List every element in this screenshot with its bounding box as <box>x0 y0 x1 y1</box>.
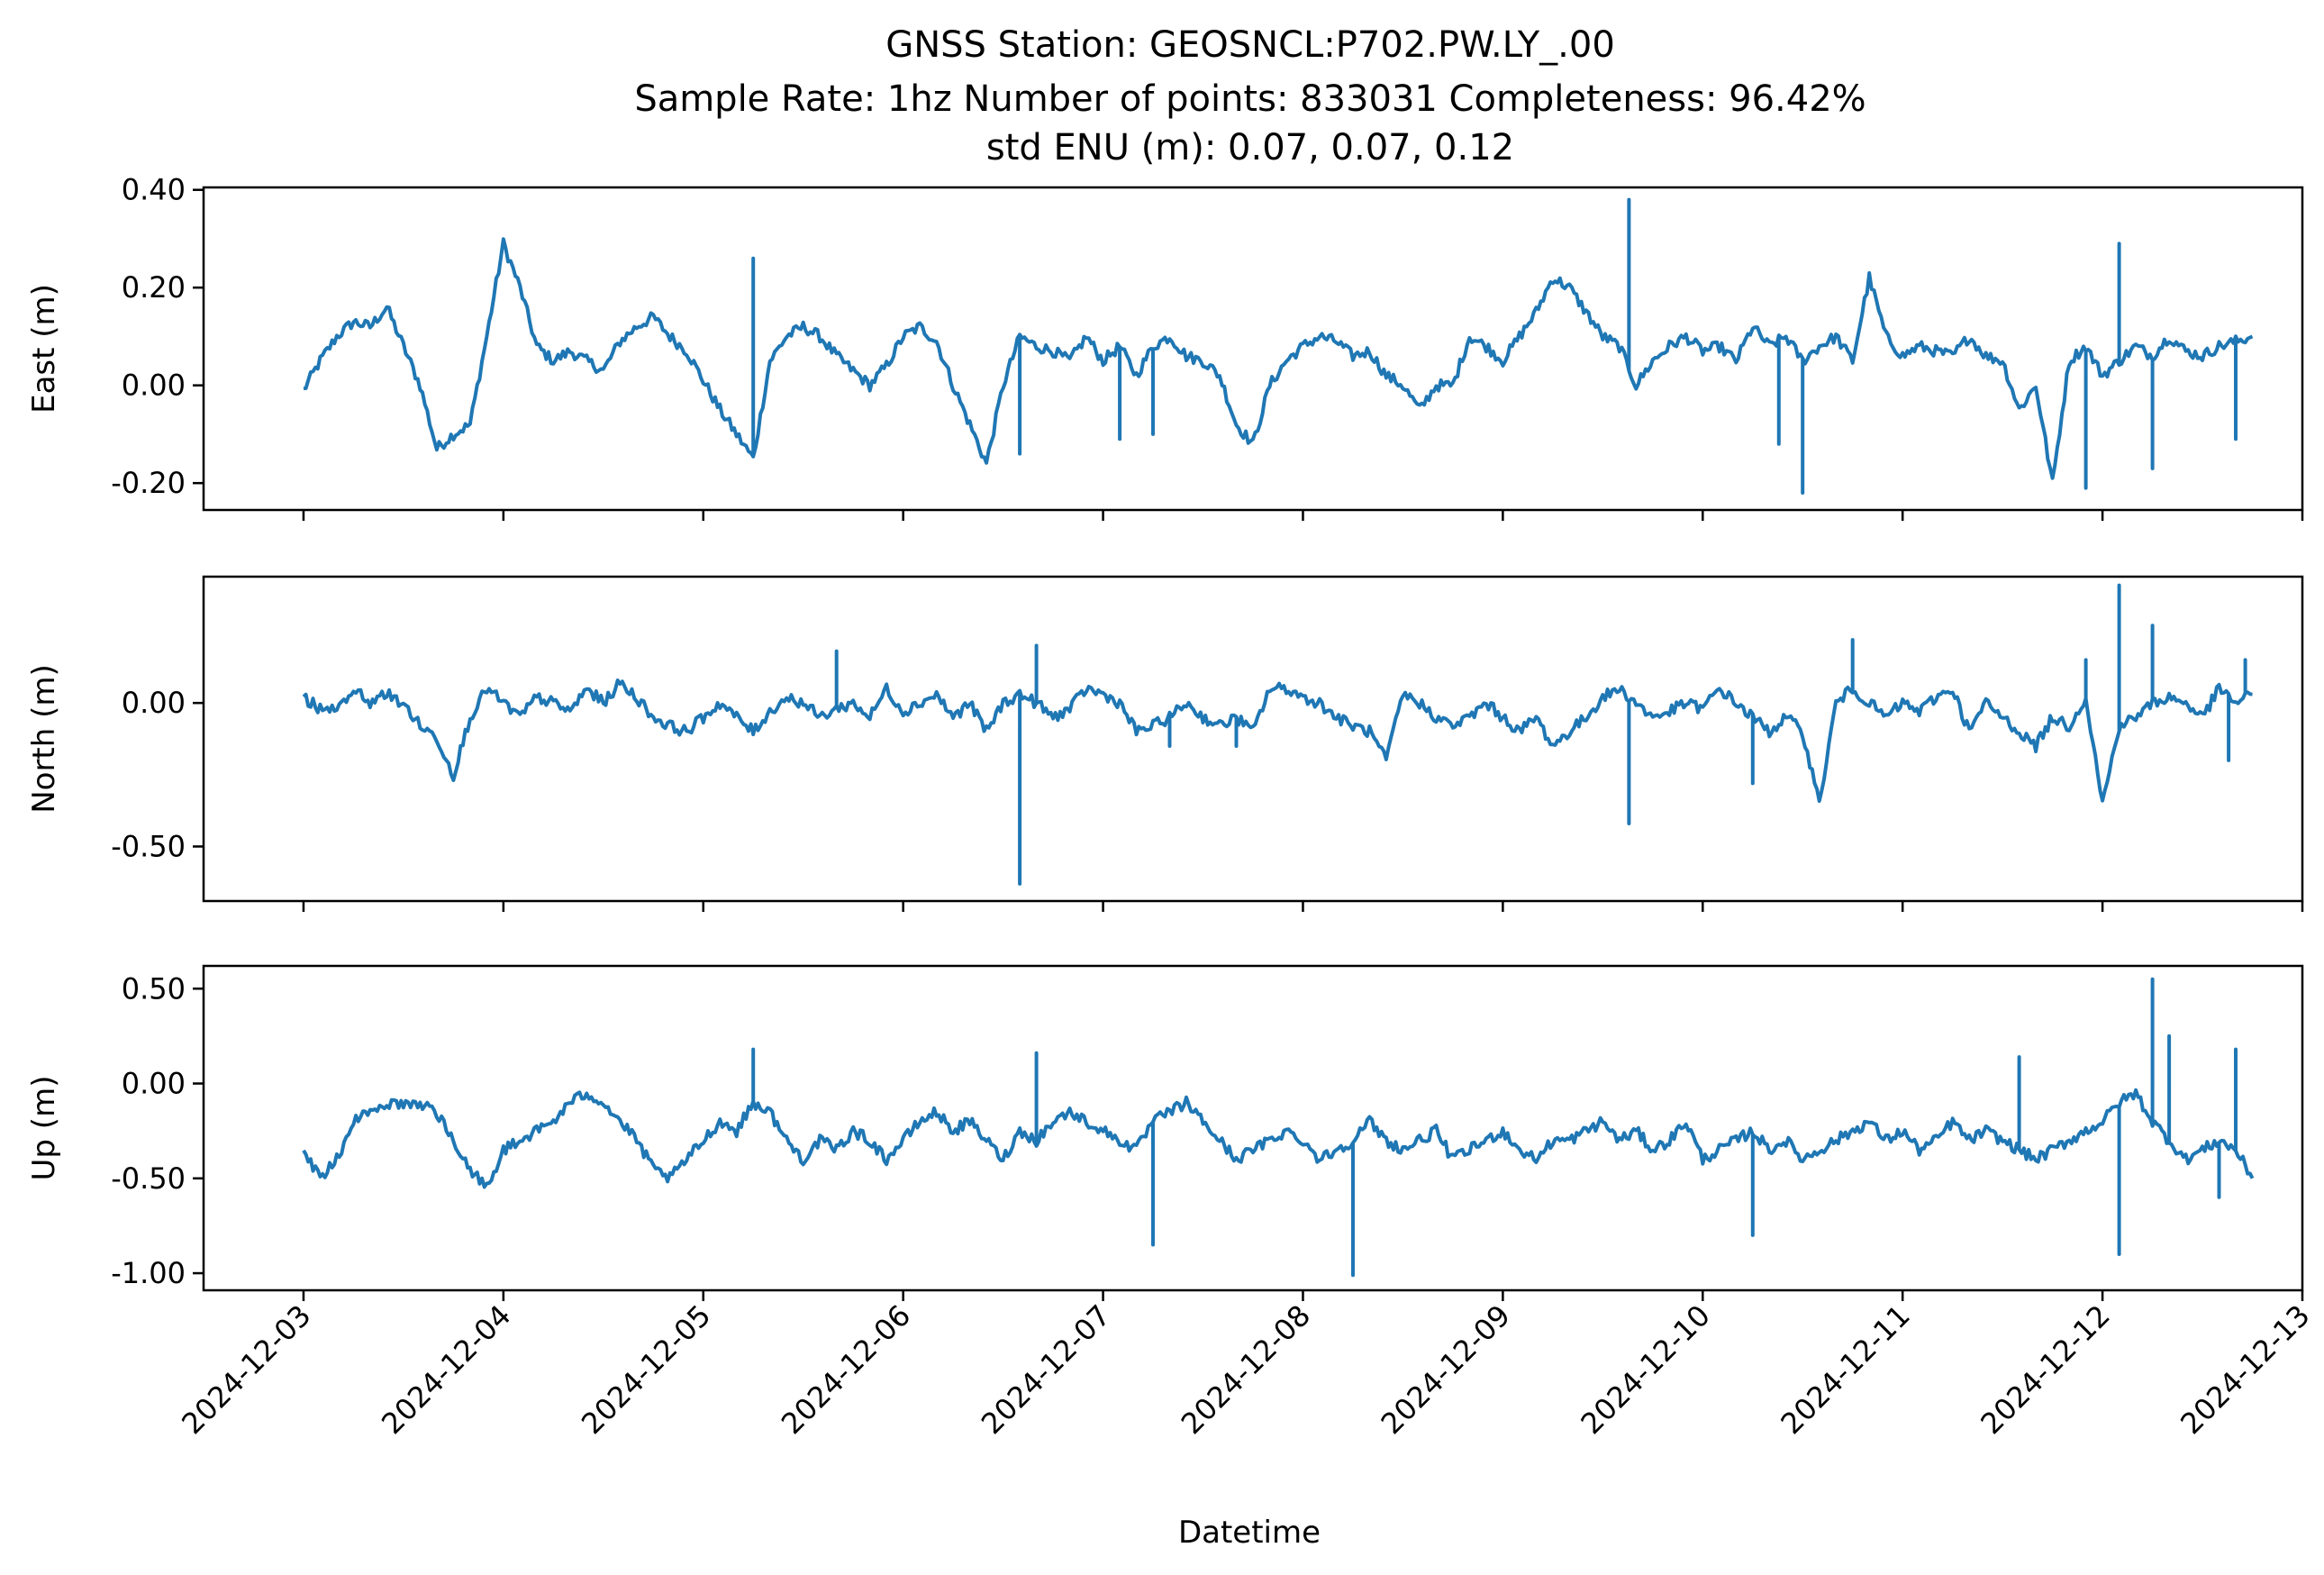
y-tick-label: -0.20 <box>111 466 186 500</box>
y-axis-label: Up (m) <box>26 1076 62 1181</box>
chart-subtitle-std: std ENU (m): 0.07, 0.07, 0.12 <box>986 127 1514 168</box>
y-tick-label: -0.50 <box>111 1161 186 1196</box>
x-tick-label: 2024-12-10 <box>1575 1298 1717 1441</box>
plot-frame <box>202 575 2304 903</box>
y-tick-label: 0.50 <box>122 971 186 1006</box>
series-line-east <box>303 197 2254 495</box>
x-tick-label: 2024-12-08 <box>1175 1298 1317 1441</box>
series-line-up <box>302 977 2255 1278</box>
x-tick-label: 2024-12-03 <box>175 1298 317 1441</box>
plot-frame <box>202 964 2304 1292</box>
chart-title: GNSS Station: GEOSNCL:P702.PW.LY_.00 <box>885 24 1615 66</box>
subplot-north: 0.00 -0.50 North (m) <box>26 575 2304 912</box>
subplot-stack: 0.40 0.20 0.00 -0.20 East (m) 0.00 -0.50 North … <box>26 173 2317 1551</box>
y-tick-label: 0.40 <box>122 173 186 207</box>
y-axis-label: East (m) <box>26 284 62 414</box>
x-tick-label: 2024-12-12 <box>1974 1298 2116 1441</box>
x-tick-label: 2024-12-06 <box>775 1298 917 1441</box>
y-tick-label: 0.20 <box>122 270 186 305</box>
y-tick-label: -1.00 <box>111 1256 186 1290</box>
x-axis-label: Datetime <box>1178 1515 1321 1551</box>
subplot-up: 0.50 0.00 -0.50 -1.00 2024-12-03 2024-12-04 20… <box>26 964 2317 1551</box>
x-tick-label: 2024-12-07 <box>975 1298 1117 1441</box>
chart-subtitle-sample-rate: Sample Rate: 1hz Number of points: 83303… <box>634 78 1866 120</box>
y-axis-label: North (m) <box>26 664 62 814</box>
x-tick-label: 2024-12-09 <box>1375 1298 1517 1441</box>
x-tick-label: 2024-12-04 <box>375 1298 517 1441</box>
y-tick-label: -0.50 <box>111 829 186 863</box>
x-tick-label: 2024-12-13 <box>2174 1298 2316 1441</box>
subplot-east: 0.40 0.20 0.00 -0.20 East (m) <box>26 173 2304 521</box>
plot-frame <box>202 186 2304 512</box>
y-tick-label: 0.00 <box>122 686 186 720</box>
x-tick-label: 2024-12-11 <box>1774 1298 1916 1441</box>
y-tick-label: 0.00 <box>122 369 186 403</box>
series-line-north <box>302 583 2253 886</box>
y-tick-label: 0.00 <box>122 1067 186 1101</box>
x-tick-label: 2024-12-05 <box>575 1298 717 1441</box>
